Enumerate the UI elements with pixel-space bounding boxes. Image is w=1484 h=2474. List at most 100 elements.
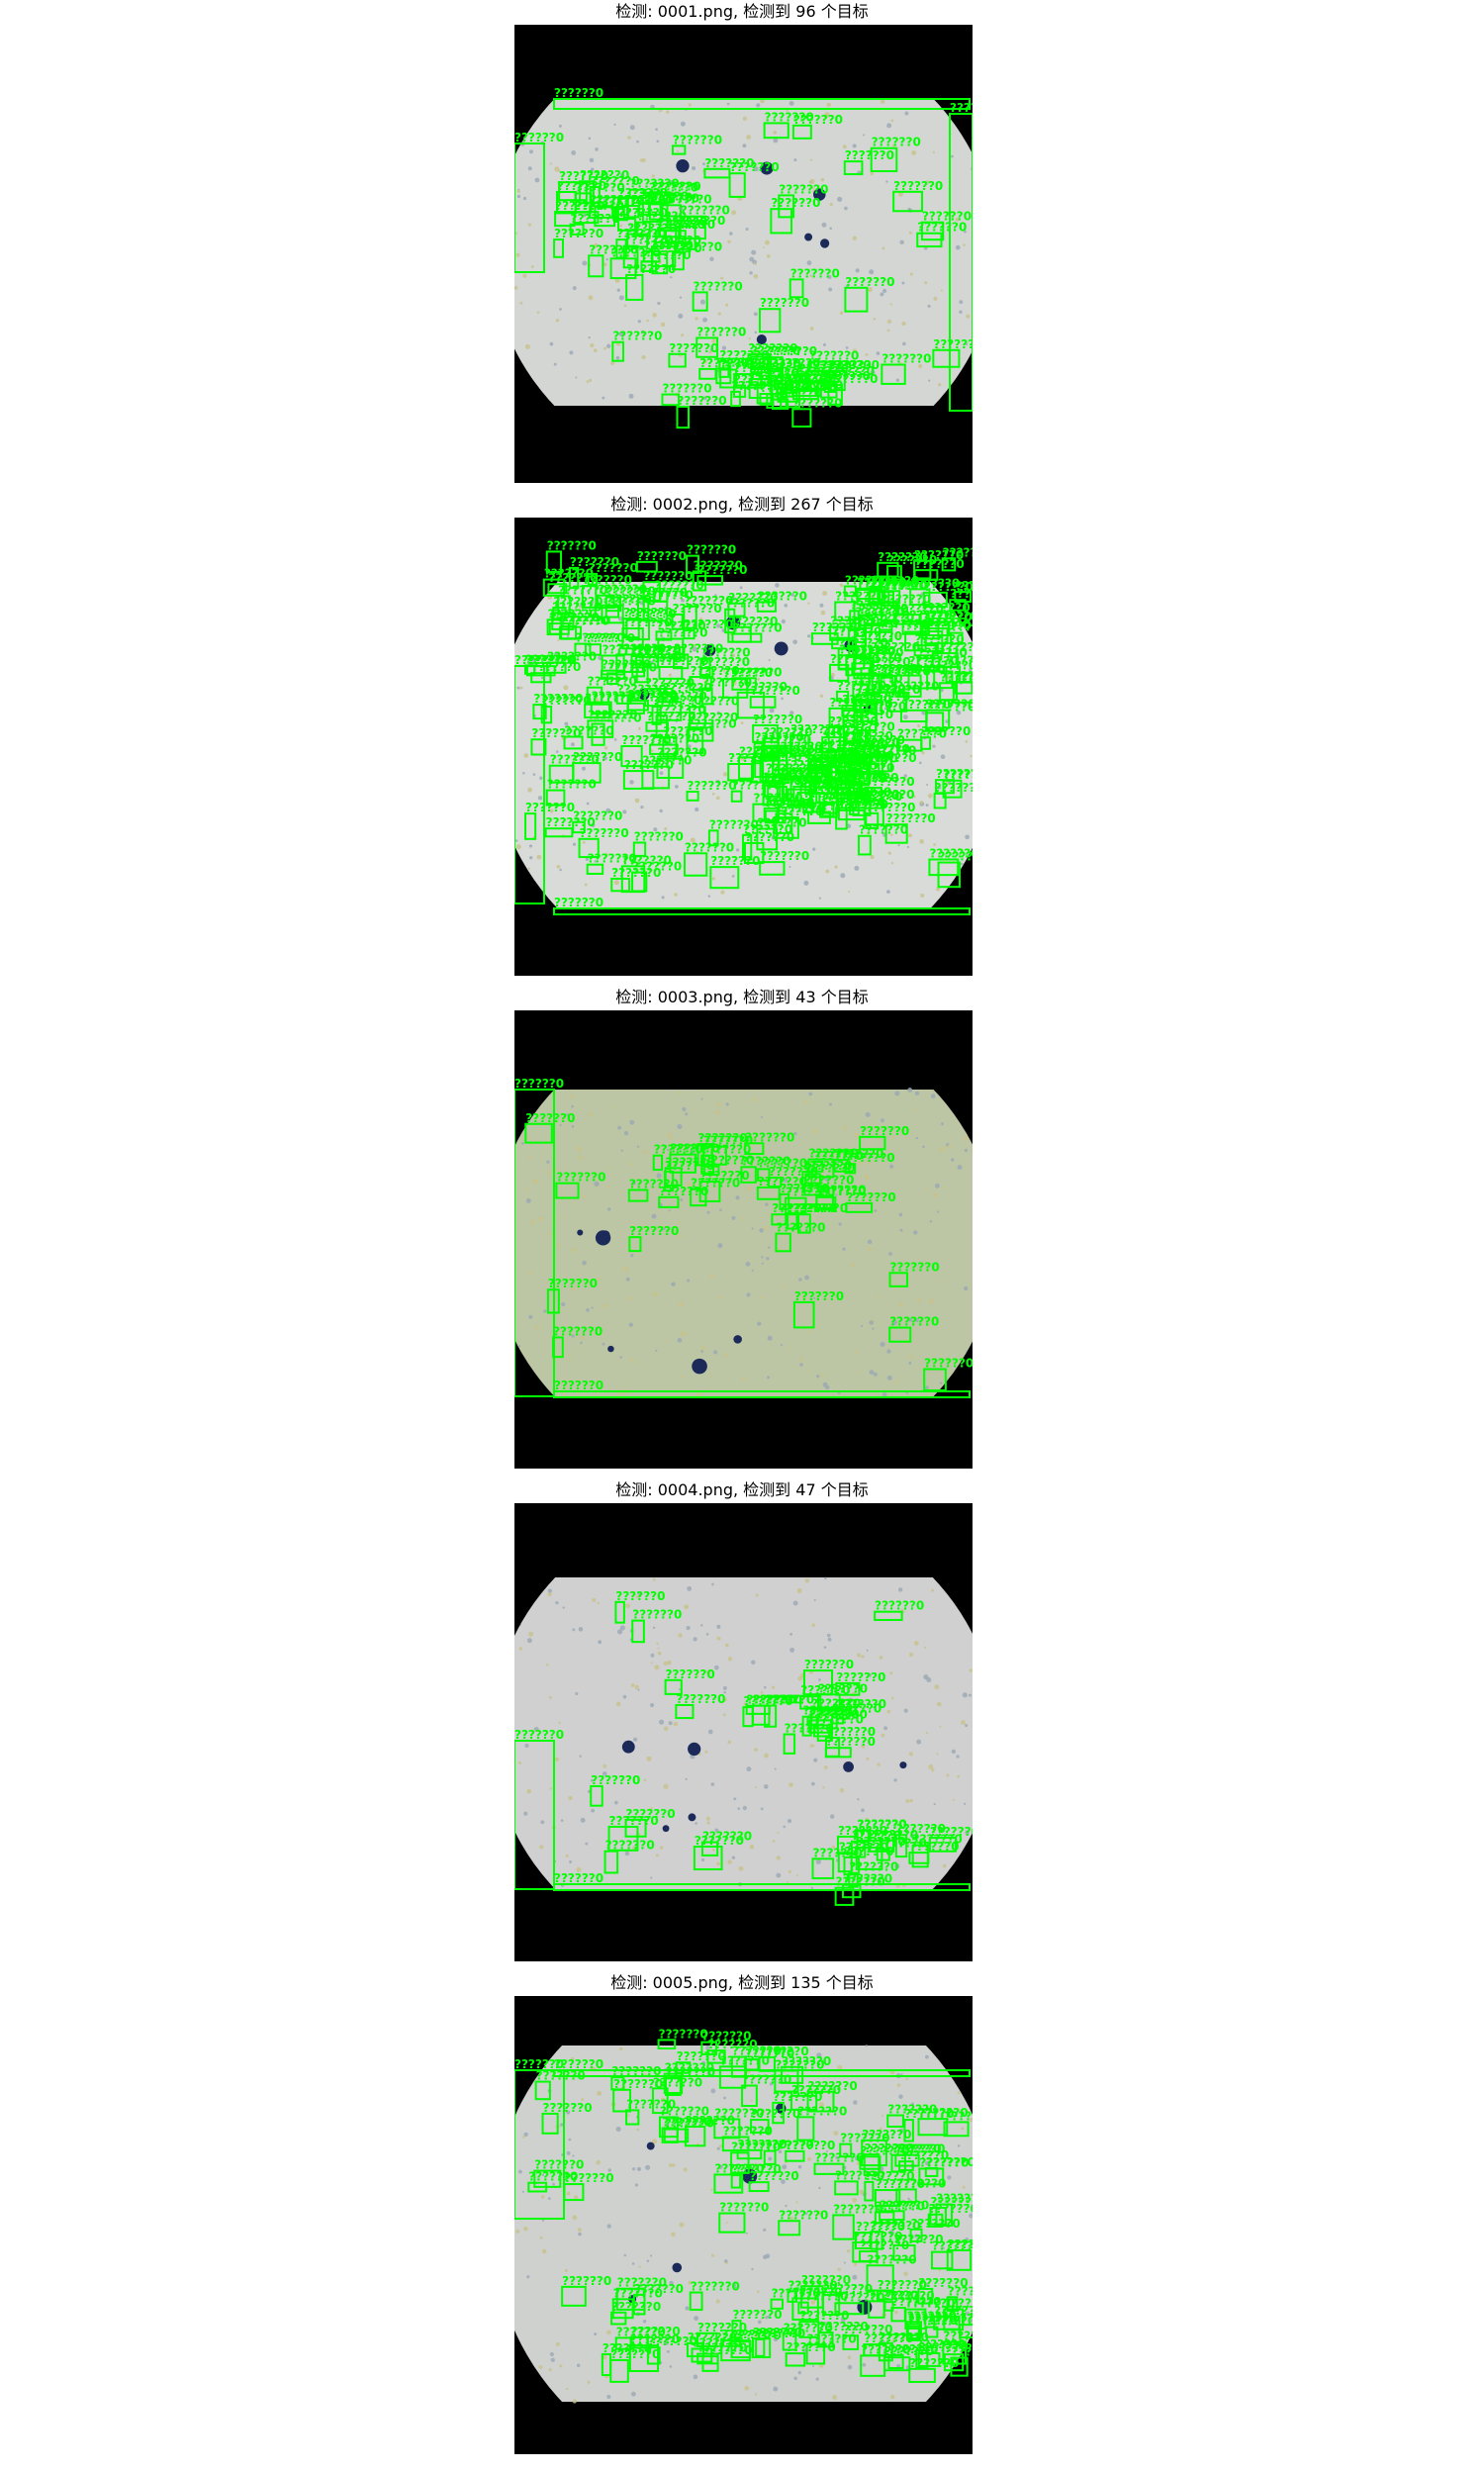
cell-dot	[853, 237, 857, 240]
cell-dot	[920, 894, 924, 898]
detection-label: ??????0	[553, 1324, 603, 1338]
cell-dot	[848, 2356, 851, 2359]
cell-dot	[636, 141, 639, 143]
cell-dot	[603, 1764, 607, 1768]
cell-dot	[935, 2051, 937, 2053]
cell-dot	[633, 1738, 637, 1742]
cell-dot	[899, 1302, 903, 1306]
detection-label: ??????0	[589, 561, 638, 575]
cell-dot	[916, 1369, 918, 1371]
cell-dot	[637, 2167, 641, 2171]
cell-dot	[567, 2151, 571, 2155]
cell-dot	[910, 273, 913, 276]
cell-dot	[563, 685, 568, 690]
cell-dot	[643, 2320, 646, 2323]
cell-dot	[527, 1638, 532, 1643]
cell-dot	[933, 297, 937, 301]
cell-dot	[712, 793, 715, 796]
cell-dot	[522, 772, 525, 775]
cell-dot	[520, 586, 523, 589]
cell-dot	[752, 1227, 754, 1229]
detection-label: ??????0	[565, 724, 614, 738]
cell-dot	[971, 1096, 973, 1099]
detection-label: ??????0	[696, 325, 746, 338]
detection-label: ??????0	[690, 694, 739, 708]
cell-dot	[924, 1647, 926, 1649]
cell-dot	[964, 2400, 967, 2403]
cell-dot	[751, 2268, 753, 2270]
cell-dot	[616, 356, 620, 360]
cell-dot	[890, 2395, 894, 2399]
detection-label: ??????0	[909, 2356, 959, 2370]
cell-dot	[709, 1375, 712, 1378]
cell-dot	[788, 1347, 790, 1349]
cell-dot	[606, 258, 608, 260]
cell-dot	[941, 1122, 944, 1125]
cell-dot	[928, 794, 933, 799]
cell-dot	[755, 331, 758, 333]
cell-dot	[529, 856, 532, 859]
cell-dot	[925, 1189, 928, 1191]
detection-label: ??????0	[662, 382, 711, 396]
cell-dot	[616, 2127, 621, 2132]
cell-dot	[920, 801, 923, 804]
cell-dot	[811, 1782, 815, 1786]
cell-dot	[541, 2195, 545, 2199]
cell-dot	[970, 1668, 973, 1671]
cell-dot	[966, 315, 970, 319]
detection-label: ??????0	[921, 601, 971, 615]
cell-dot	[788, 1782, 793, 1787]
cell-dot	[854, 866, 859, 871]
cell-dot	[531, 1220, 536, 1225]
cell-dot	[696, 1392, 700, 1396]
cell-dot	[650, 1703, 654, 1707]
cell-dot	[937, 1702, 942, 1707]
cell-dot	[964, 1136, 969, 1141]
detection-label: ??????0	[930, 1825, 973, 1839]
cell-dot	[571, 150, 576, 155]
cell-dot	[865, 353, 868, 356]
detection-label: ??????0	[780, 1182, 829, 1195]
cell-dot	[763, 2229, 766, 2232]
detection-label: ??????0	[514, 1077, 564, 1091]
cell-dot	[700, 1097, 702, 1099]
stain-blob	[672, 2263, 682, 2273]
cell-dot	[853, 143, 857, 147]
cell-dot	[773, 131, 777, 135]
detection-label: ??????0	[738, 2138, 788, 2151]
cell-dot	[908, 833, 912, 837]
cell-dot	[629, 1323, 633, 1327]
cell-dot	[716, 1625, 720, 1629]
detection-label: ??????0	[924, 1357, 973, 1371]
cell-dot	[844, 207, 848, 211]
cell-dot	[925, 2055, 929, 2059]
cell-dot	[890, 303, 892, 305]
cell-dot	[617, 1126, 621, 1130]
cell-dot	[515, 2230, 519, 2234]
detection-label: ??????0	[833, 2202, 882, 2216]
detection-label: ??????0	[893, 179, 943, 193]
cell-dot	[807, 260, 812, 265]
stain-blob	[647, 2142, 655, 2150]
cell-dot	[723, 2097, 726, 2100]
stain-blob	[622, 1741, 635, 1754]
cell-dot	[594, 2332, 597, 2335]
cell-dot	[888, 851, 891, 854]
cell-dot	[764, 1754, 769, 1759]
cell-dot	[854, 2263, 857, 2266]
detection-label: ??????0	[760, 296, 809, 310]
cell-dot	[547, 1233, 550, 1236]
cell-dot	[965, 1865, 968, 1868]
cell-dot	[571, 742, 575, 746]
cell-dot	[519, 1647, 522, 1650]
cell-dot	[603, 1303, 608, 1308]
cell-dot	[911, 150, 916, 155]
detection-label: ??????0	[665, 2117, 714, 2131]
detection-label: ??????0	[845, 275, 894, 289]
cell-dot	[578, 2228, 582, 2232]
cell-dot	[834, 866, 837, 869]
cell-dot	[671, 1138, 674, 1141]
cell-dot	[749, 337, 751, 339]
cell-dot	[526, 2275, 529, 2278]
cell-dot	[868, 1240, 872, 1244]
